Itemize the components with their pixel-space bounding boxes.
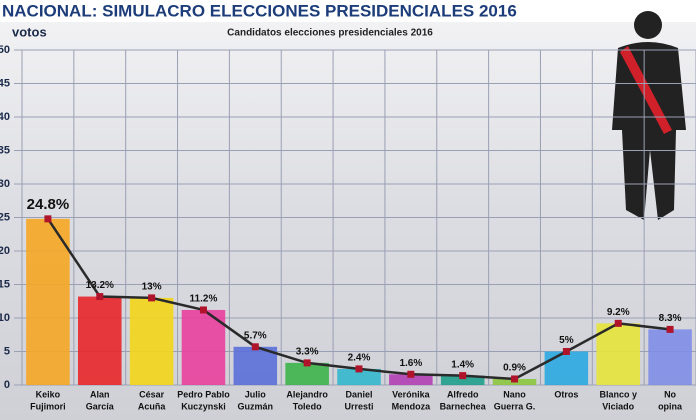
- title-bar: [0, 0, 696, 22]
- marker: [199, 306, 207, 314]
- x-tick-label: Viciado: [602, 401, 634, 411]
- bar: [233, 346, 278, 385]
- data-label: 2.4%: [348, 353, 371, 364]
- data-label: 5.7%: [244, 330, 267, 341]
- data-label: 1.4%: [451, 359, 474, 370]
- marker: [562, 348, 570, 355]
- marker: [44, 215, 52, 223]
- y-tick-label: 45: [0, 77, 10, 89]
- x-tick-label: Fujimori: [30, 401, 66, 411]
- y-label: votos: [12, 24, 47, 39]
- y-tick-label: 0: [4, 379, 10, 391]
- x-tick-label: opina: [658, 401, 683, 411]
- data-label: 13.2%: [86, 280, 114, 291]
- bar: [77, 296, 122, 385]
- marker: [148, 294, 156, 302]
- bar: [389, 374, 433, 385]
- x-tick-label: Pedro Pablo: [177, 389, 230, 399]
- marker: [459, 372, 467, 380]
- data-label: 5%: [559, 335, 574, 346]
- subtitle: Candidatos elecciones presidenciales 201…: [227, 28, 433, 39]
- y-tick-label: 30: [0, 178, 10, 190]
- x-tick-label: Keiko: [36, 389, 61, 399]
- chart-title: NACIONAL: SIMULACRO ELECCIONES PRESIDENC…: [2, 1, 517, 20]
- x-tick-label: Nano: [503, 389, 526, 399]
- x-tick-label: Urresti: [344, 401, 373, 411]
- bar: [26, 218, 70, 385]
- bar: [181, 309, 226, 385]
- y-tick-label: 20: [0, 245, 10, 257]
- marker: [355, 365, 363, 373]
- x-tick-label: Blanco y: [599, 389, 637, 399]
- y-tick-label: 15: [0, 278, 10, 290]
- silhouette: [612, 11, 686, 220]
- x-tick-label: Guerra G.: [494, 401, 536, 411]
- data-label: 11.2%: [190, 294, 218, 305]
- data-label: 0.9%: [503, 363, 526, 374]
- data-label: 1.6%: [399, 358, 422, 369]
- data-label: 3.3%: [296, 347, 319, 358]
- marker: [96, 293, 104, 301]
- data-label: 8.3%: [659, 313, 682, 324]
- x-tick-label: Kuczynski: [181, 401, 226, 411]
- x-tick-label: García: [86, 401, 115, 411]
- data-label: 24.8%: [27, 196, 70, 213]
- y-tick-label: 50: [0, 44, 10, 56]
- marker: [303, 359, 311, 367]
- marker: [511, 375, 519, 383]
- bar: [648, 329, 692, 385]
- bar: [544, 351, 589, 385]
- y-tick-label: 5: [4, 345, 10, 357]
- marker: [407, 370, 415, 378]
- bar: [440, 375, 485, 385]
- y-tick-label: 40: [0, 111, 10, 123]
- data-label: 13%: [142, 282, 162, 293]
- x-tick-label: Daniel: [345, 389, 372, 399]
- x-tick-label: Verónika: [392, 389, 431, 399]
- x-tick-label: César: [139, 389, 165, 399]
- x-tick-label: Barnechea: [440, 401, 487, 411]
- x-tick-label: Alejandro: [286, 389, 328, 399]
- marker: [614, 319, 622, 327]
- y-tick-label: 10: [0, 312, 10, 324]
- data-label: 9.2%: [607, 307, 630, 318]
- x-tick-label: Guzmán: [238, 401, 274, 411]
- y-tick-label: 35: [0, 144, 10, 156]
- x-tick-label: Otros: [554, 389, 578, 399]
- x-tick-label: Toledo: [293, 401, 322, 411]
- bar: [285, 362, 329, 385]
- x-tick-label: Acuña: [138, 401, 167, 411]
- marker: [251, 343, 259, 351]
- bar: [129, 297, 174, 385]
- bar: [337, 368, 381, 385]
- x-tick-label: Julio: [245, 389, 267, 399]
- marker: [666, 325, 674, 333]
- x-tick-label: Alfredo: [447, 389, 479, 399]
- x-tick-label: Mendoza: [392, 401, 431, 411]
- y-tick-label: 25: [0, 211, 10, 223]
- x-tick-label: Alan: [90, 389, 110, 399]
- x-tick-label: No: [664, 389, 676, 399]
- bar: [596, 323, 641, 385]
